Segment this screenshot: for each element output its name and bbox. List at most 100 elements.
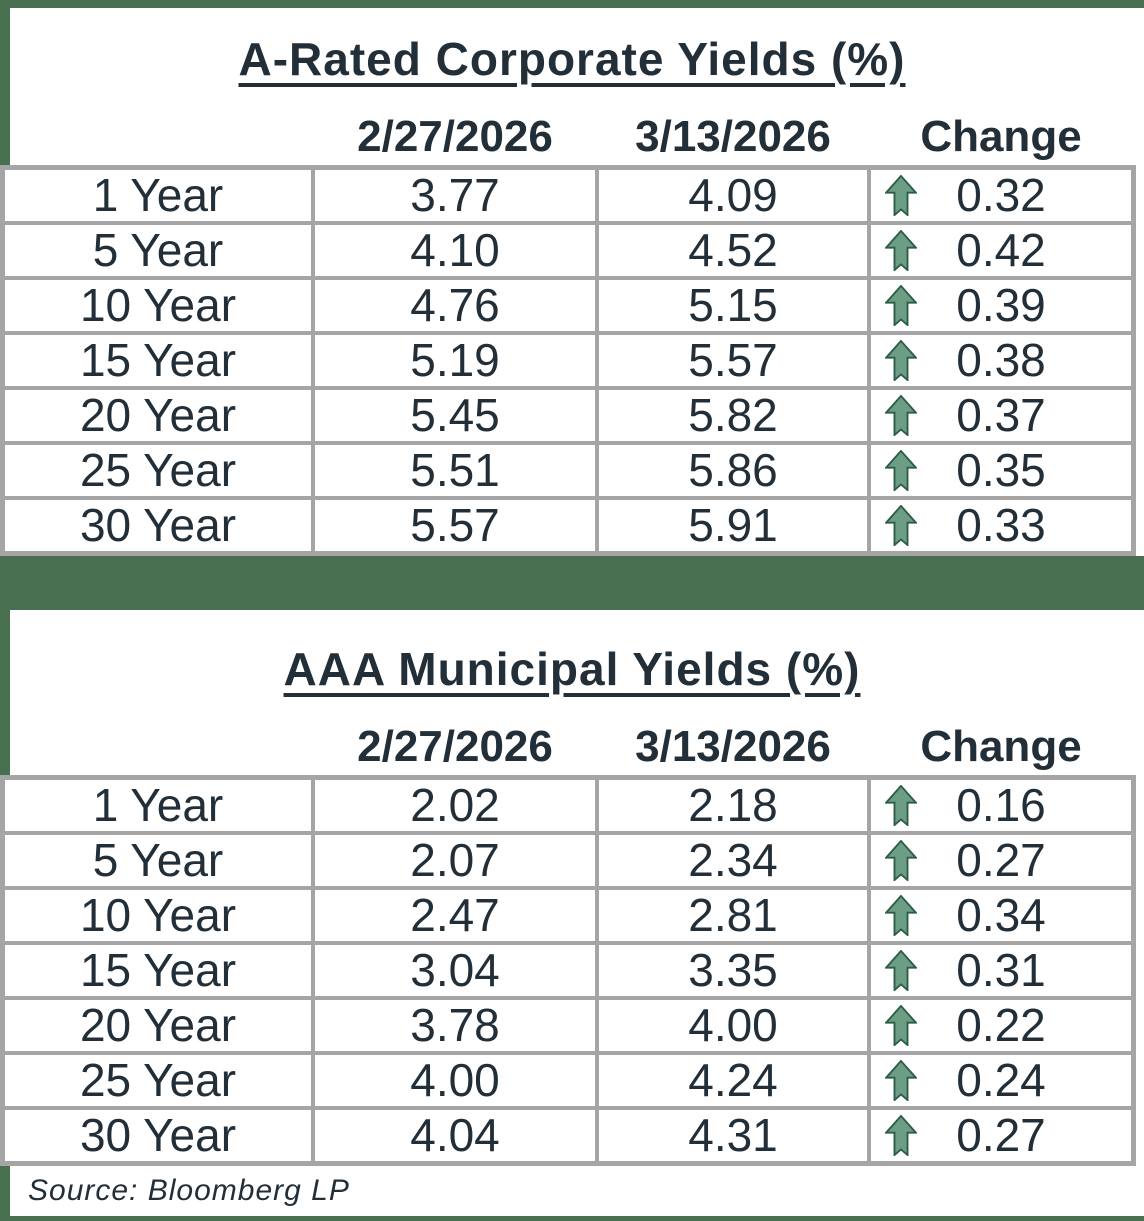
- prev-yield-cell: 5.57: [315, 500, 595, 551]
- curr-yield-cell: 4.09: [599, 170, 867, 221]
- change-cell: 0.34: [871, 890, 1131, 941]
- prev-yield-cell: 4.76: [315, 280, 595, 331]
- change-value: 0.31: [956, 944, 1046, 996]
- change-cell: 0.27: [871, 835, 1131, 886]
- change-value: 0.27: [956, 1109, 1046, 1161]
- header-prev-date: 2/27/2026: [357, 112, 553, 161]
- up-arrow-icon: [885, 1060, 917, 1101]
- change-value: 0.33: [956, 499, 1046, 551]
- change-value: 0.35: [956, 444, 1046, 496]
- term-cell: 25 Year: [5, 445, 311, 496]
- up-arrow-icon: [885, 840, 917, 881]
- term-cell: 15 Year: [5, 335, 311, 386]
- change-value: 0.39: [956, 279, 1046, 331]
- change-cell: 0.24: [871, 1055, 1131, 1106]
- corporate-header-row: 2/27/2026 3/13/2026 Change: [0, 109, 1144, 165]
- up-arrow-icon: [885, 450, 917, 491]
- source-text: Source: Bloomberg LP: [28, 1174, 350, 1207]
- change-value: 0.27: [956, 834, 1046, 886]
- header-term-column: [5, 109, 311, 165]
- page-top-border: [0, 0, 1144, 8]
- page-bottom-border: [0, 1216, 1144, 1221]
- change-cell: 0.39: [871, 280, 1131, 331]
- curr-yield-cell: 2.81: [599, 890, 867, 941]
- up-arrow-icon: [885, 950, 917, 991]
- term-cell: 30 Year: [5, 500, 311, 551]
- up-arrow-icon: [885, 895, 917, 936]
- corporate-table-body: 1 Year 3.77 4.09 0.32 5 Year 4.10 4.52 0…: [0, 165, 1136, 556]
- change-cell: 0.38: [871, 335, 1131, 386]
- prev-yield-cell: 5.45: [315, 390, 595, 441]
- term-cell: 30 Year: [5, 1110, 311, 1161]
- page-left-border: [0, 0, 10, 1221]
- up-arrow-icon: [885, 230, 917, 271]
- prev-yield-cell: 3.04: [315, 945, 595, 996]
- prev-yield-cell: 2.02: [315, 780, 595, 831]
- change-value: 0.32: [956, 169, 1046, 221]
- curr-yield-cell: 5.57: [599, 335, 867, 386]
- curr-yield-cell: 4.24: [599, 1055, 867, 1106]
- prev-yield-cell: 2.47: [315, 890, 595, 941]
- municipal-title-block: AAA Municipal Yields (%) 2/27/2026 3/13/…: [0, 610, 1144, 775]
- change-cell: 0.16: [871, 780, 1131, 831]
- curr-yield-cell: 2.34: [599, 835, 867, 886]
- change-value: 0.24: [956, 1054, 1046, 1106]
- up-arrow-icon: [885, 285, 917, 326]
- curr-yield-cell: 5.86: [599, 445, 867, 496]
- up-arrow-icon: [885, 395, 917, 436]
- term-cell: 1 Year: [5, 170, 311, 221]
- term-cell: 15 Year: [5, 945, 311, 996]
- up-arrow-icon: [885, 1115, 917, 1156]
- change-cell: 0.32: [871, 170, 1131, 221]
- prev-yield-cell: 5.51: [315, 445, 595, 496]
- section-divider-band: [0, 556, 1144, 610]
- corporate-title-block: A-Rated Corporate Yields (%) 2/27/2026 3…: [0, 8, 1144, 165]
- curr-yield-cell: 2.18: [599, 780, 867, 831]
- header-change: Change: [920, 112, 1082, 161]
- change-cell: 0.35: [871, 445, 1131, 496]
- curr-yield-cell: 4.00: [599, 1000, 867, 1051]
- up-arrow-icon: [885, 175, 917, 216]
- change-cell: 0.37: [871, 390, 1131, 441]
- change-value: 0.38: [956, 334, 1046, 386]
- curr-yield-cell: 4.52: [599, 225, 867, 276]
- header-prev-date: 2/27/2026: [357, 722, 553, 771]
- curr-yield-cell: 3.35: [599, 945, 867, 996]
- corporate-table-title: A-Rated Corporate Yields (%): [238, 33, 906, 85]
- header-term-column: [5, 719, 311, 775]
- prev-yield-cell: 4.10: [315, 225, 595, 276]
- corporate-yields-section: A-Rated Corporate Yields (%) 2/27/2026 3…: [0, 8, 1144, 556]
- curr-yield-cell: 5.15: [599, 280, 867, 331]
- change-cell: 0.42: [871, 225, 1131, 276]
- change-value: 0.16: [956, 779, 1046, 831]
- change-value: 0.34: [956, 889, 1046, 941]
- source-row: Source: Bloomberg LP: [0, 1166, 1144, 1216]
- change-cell: 0.33: [871, 500, 1131, 551]
- municipal-table-title: AAA Municipal Yields (%): [283, 643, 861, 695]
- curr-yield-cell: 5.82: [599, 390, 867, 441]
- term-cell: 25 Year: [5, 1055, 311, 1106]
- term-cell: 1 Year: [5, 780, 311, 831]
- prev-yield-cell: 5.19: [315, 335, 595, 386]
- change-cell: 0.22: [871, 1000, 1131, 1051]
- up-arrow-icon: [885, 785, 917, 826]
- prev-yield-cell: 3.78: [315, 1000, 595, 1051]
- term-cell: 10 Year: [5, 890, 311, 941]
- prev-yield-cell: 4.04: [315, 1110, 595, 1161]
- term-cell: 10 Year: [5, 280, 311, 331]
- change-cell: 0.31: [871, 945, 1131, 996]
- up-arrow-icon: [885, 1005, 917, 1046]
- municipal-header-row: 2/27/2026 3/13/2026 Change: [0, 719, 1144, 775]
- prev-yield-cell: 3.77: [315, 170, 595, 221]
- change-value: 0.22: [956, 999, 1046, 1051]
- term-cell: 5 Year: [5, 835, 311, 886]
- header-change: Change: [920, 722, 1082, 771]
- term-cell: 20 Year: [5, 390, 311, 441]
- prev-yield-cell: 2.07: [315, 835, 595, 886]
- change-value: 0.42: [956, 224, 1046, 276]
- change-value: 0.37: [956, 389, 1046, 441]
- term-cell: 20 Year: [5, 1000, 311, 1051]
- up-arrow-icon: [885, 340, 917, 381]
- term-cell: 5 Year: [5, 225, 311, 276]
